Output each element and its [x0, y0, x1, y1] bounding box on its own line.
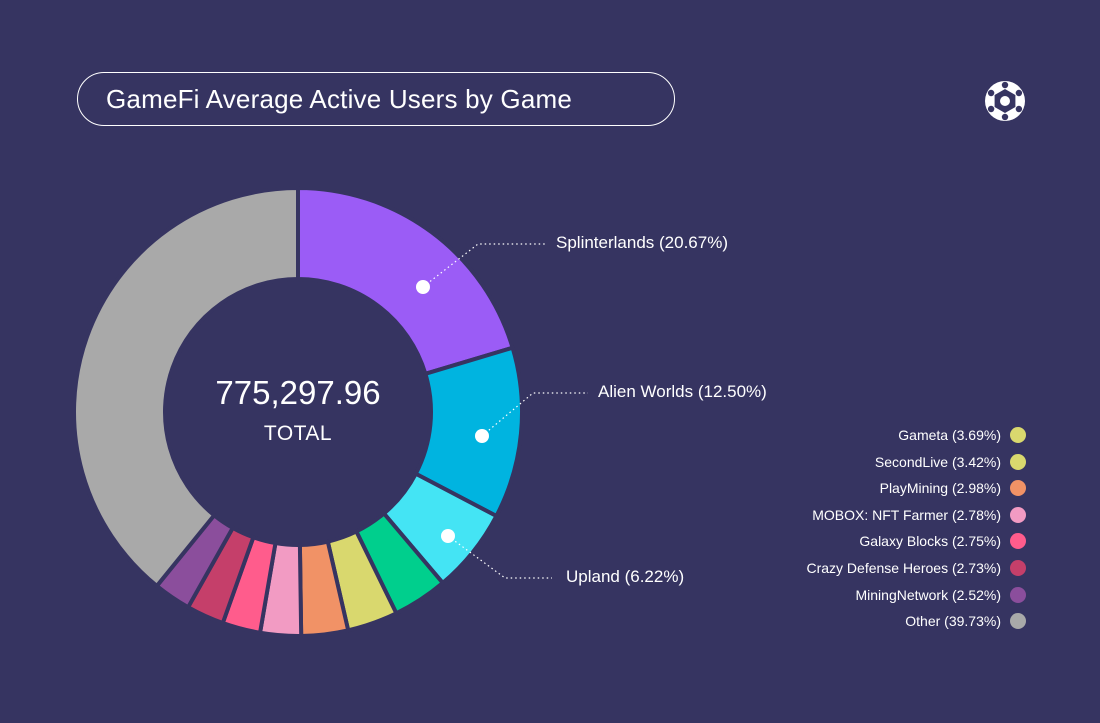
legend-label: MOBOX: NFT Farmer (2.78%)	[812, 506, 1001, 523]
legend-swatch	[1010, 613, 1026, 630]
callout-dot-alien-worlds	[475, 429, 489, 443]
chart-title: GameFi Average Active Users by Game	[106, 83, 573, 114]
legend-swatch	[1010, 586, 1026, 603]
legend-label: MiningNetwork (2.52%)	[855, 586, 1002, 603]
legend-item: Other (39.73%)	[806, 612, 1026, 630]
legend-item: MOBOX: NFT Farmer (2.78%)	[806, 506, 1026, 524]
legend-item: Galaxy Blocks (2.75%)	[806, 532, 1026, 550]
slice-other	[72, 186, 300, 588]
legend-item: PlayMining (2.98%)	[806, 479, 1026, 497]
legend-swatch	[1010, 453, 1026, 470]
slice-splinterlands	[296, 186, 515, 376]
chart-legend: Gameta (3.69%) SecondLive (3.42%) PlayMini…	[806, 426, 1026, 630]
legend-label: Galaxy Blocks (2.75%)	[859, 533, 1001, 550]
legend-label: SecondLive (3.42%)	[874, 453, 1001, 470]
callout-dot-upland	[441, 529, 455, 543]
callout-dot-splinterlands	[416, 280, 430, 294]
callout-label-alien-worlds: Alien Worlds (12.50%)	[598, 382, 767, 401]
legend-label: PlayMining (2.98%)	[879, 480, 1001, 497]
legend-item: Crazy Defense Heroes (2.73%)	[806, 559, 1026, 577]
legend-item: MiningNetwork (2.52%)	[806, 586, 1026, 604]
legend-swatch	[1010, 559, 1026, 576]
legend-label: Crazy Defense Heroes (2.73%)	[806, 559, 1001, 576]
legend-label: Other (39.73%)	[905, 613, 1001, 630]
callout-label-upland: Upland (6.22%)	[566, 567, 685, 586]
chart-title-pill: GameFi Average Active Users by Game	[77, 72, 675, 126]
total-label: TOTAL	[263, 422, 333, 445]
legend-swatch	[1010, 480, 1026, 497]
callout-line-splinterlands	[422, 243, 545, 288]
legend-item: Gameta (3.69%)	[806, 426, 1026, 444]
legend-label: Gameta (3.69%)	[898, 427, 1001, 443]
legend-item: SecondLive (3.42%)	[806, 453, 1026, 471]
hexagon-network-icon	[985, 81, 1025, 121]
legend-swatch	[1010, 506, 1026, 523]
legend-swatch	[1010, 427, 1026, 443]
callout-line-upland	[447, 535, 552, 579]
legend-swatch	[1010, 533, 1026, 550]
callout-label-splinterlands: Splinterlands (20.67%)	[556, 233, 728, 252]
total-value: 775,297.96	[215, 374, 381, 411]
